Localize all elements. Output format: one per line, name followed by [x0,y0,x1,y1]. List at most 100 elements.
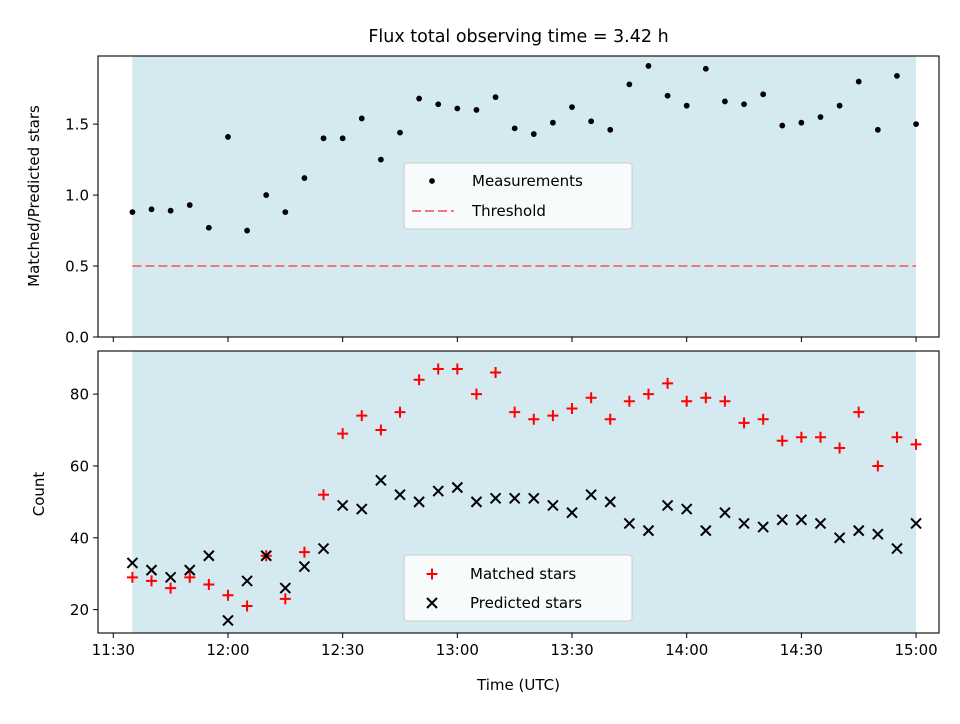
predicted-star-point [853,524,865,537]
measurement-point [473,107,480,113]
bottom-axes-frame [97,350,940,634]
predicted-star-point [680,503,693,515]
measurement-point [339,135,346,142]
top-y-tick-label: 0.5 [65,258,89,276]
matched-star-point [298,546,310,558]
measurement-point [244,227,250,234]
measurement-point [416,95,423,102]
legend-box [403,554,633,622]
bottom-y-tick-label: 80 [70,386,89,404]
measurement-point [148,206,155,213]
bottom-x-tick-label: 15:00 [894,641,937,659]
matched-star-point [776,435,788,447]
predicted-star-point [508,492,521,504]
matched-star-point [394,406,406,418]
matched-star-point [566,402,578,414]
bottom-x-tick-label: 12:30 [321,641,364,659]
matched-star-point [241,600,253,612]
measurement-point [760,91,767,98]
matched-star-point [872,460,884,472]
measurement-point [817,114,824,120]
matched-star-point [413,374,425,386]
predicted-star-point [203,550,215,562]
matched-star-point [470,388,482,400]
predicted-star-point [432,485,444,497]
predicted-star-point [891,542,903,555]
top-y-axis-label: Matched/Predicted stars [25,105,43,287]
top-legend: Measurements Threshold [403,162,633,230]
matched-star-point [279,593,291,605]
bottom-x-tick-label: 14:30 [780,641,823,659]
measurement-point [129,209,136,216]
predicted-star-point [394,488,406,501]
measurement-point [454,105,461,112]
predicted-star-point [145,564,158,576]
matched-star-point [681,395,693,407]
top-y-tick-label: 0.0 [65,329,89,347]
matched-star-point [623,395,635,407]
legend-matched-label: Matched stars [470,565,576,583]
matched-star-point [318,489,330,501]
predicted-star-point [757,521,769,533]
matched-star-point [700,392,712,404]
bottom-y-tick-label: 40 [70,529,89,547]
measurement-point [894,72,900,79]
measurement-point [569,104,575,110]
matched-star-point [738,417,750,429]
predicted-star-point [719,506,731,519]
measurement-point [779,122,786,129]
matched-star-point [834,442,846,454]
matched-star-point [642,388,654,400]
legend-predicted-label: Predicted stars [470,594,582,612]
predicted-star-point [910,517,922,530]
predicted-star-point [566,506,578,519]
bottom-x-tick-label: 11:30 [92,641,135,659]
predicted-star-point [604,496,616,508]
measurement-point [722,98,728,105]
predicted-star-point [661,499,674,512]
predicted-star-point [336,499,349,512]
predicted-star-point [375,474,387,487]
legend-matched-marker [426,568,438,580]
predicted-star-point [528,492,540,504]
predicted-star-point [585,488,597,501]
matched-star-point [356,410,368,422]
matched-star-point [184,571,196,583]
legend-threshold-label: Threshold [471,202,546,220]
bottom-x-tick-label: 14:00 [665,641,708,659]
predicted-star-point [623,517,636,530]
predicted-star-point [356,503,368,515]
bottom-x-tick-label: 12:00 [206,641,249,659]
predicted-star-point [279,582,292,594]
measurement-point [205,224,212,231]
measurement-point [798,119,805,126]
measurement-point [358,115,365,122]
measurement-point [186,202,193,208]
matched-star-point [795,431,807,443]
predicted-star-point [241,575,253,587]
predicted-star-point [833,532,846,544]
predicted-star-point [413,496,425,508]
measurement-point [626,81,633,88]
predicted-star-point [700,524,712,537]
matched-star-point [662,377,674,389]
matched-star-point [375,424,387,436]
measurement-point [377,156,384,163]
measurement-point [301,175,308,181]
measurement-point [913,121,919,128]
measurement-point [741,101,747,108]
matched-star-point [432,363,444,375]
measurement-point [282,209,289,216]
predicted-star-point [184,564,196,576]
measurement-point [397,129,403,136]
measurement-point [588,118,595,125]
matched-star-point [126,571,138,583]
measurement-point [435,101,442,108]
bottom-y-tick-label: 60 [70,457,89,475]
bottom-panel: 20 40 60 80 11:30 12:00 12:30 13:00 13:30 14:00 14… [70,350,940,659]
measurement-point [664,92,671,99]
measurement-point [511,125,518,132]
bottom-y-tick-label: 20 [70,601,89,619]
top-axes-frame [97,55,940,338]
